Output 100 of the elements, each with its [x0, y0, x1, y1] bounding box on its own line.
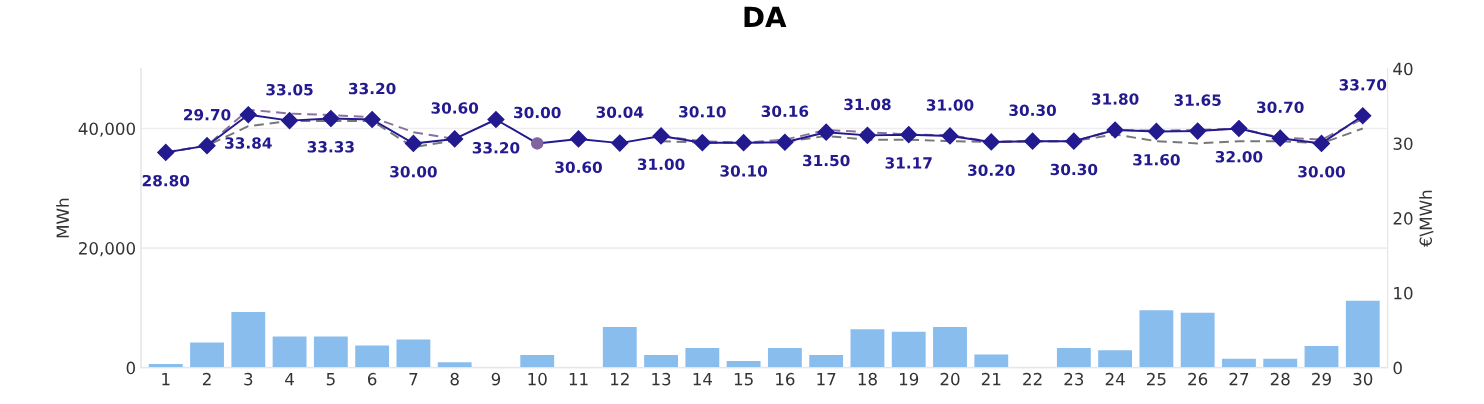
data-label: 33.05: [266, 83, 313, 96]
y-axis-title: MWh: [56, 198, 69, 238]
bar: [1098, 350, 1133, 368]
point: [1024, 132, 1042, 150]
bar: [974, 354, 1009, 368]
x-tick-label: 23: [1064, 372, 1084, 386]
bar: [190, 342, 224, 368]
data-label: 29.70: [184, 108, 231, 121]
x-tick-label: 18: [858, 372, 877, 386]
x-tick-label: 12: [611, 372, 629, 386]
data-label: 28.80: [142, 174, 190, 187]
point: [817, 123, 835, 141]
point: [1065, 132, 1083, 150]
x-tick-label: 9: [491, 372, 501, 386]
x-tick-label: 22: [1023, 372, 1042, 386]
x-tick-label: 30: [1353, 372, 1373, 386]
data-label: 30.16: [761, 105, 809, 118]
data-label: 31.60: [1133, 153, 1180, 166]
x-tick-label: 17: [817, 373, 836, 386]
data-label: 31.00: [637, 158, 685, 170]
x-tick-label: 21: [981, 372, 1001, 386]
data-label: 33.20: [348, 82, 396, 95]
point: [322, 109, 340, 128]
x-tick-label: 29: [1312, 372, 1331, 386]
point: [569, 130, 588, 148]
point: [652, 127, 670, 145]
x-tick-label: 25: [1147, 372, 1166, 386]
x-tick-label: 3: [244, 372, 253, 386]
point: [735, 134, 753, 152]
y2-axis-title: €\MWh: [1419, 190, 1434, 247]
bar: [1139, 310, 1174, 368]
bar: [1345, 300, 1380, 368]
bar: [396, 339, 431, 368]
bar: [437, 362, 472, 368]
data-label: 30.30: [1009, 104, 1056, 116]
point: [1230, 119, 1248, 138]
y-tick-label: 20,000: [79, 242, 136, 257]
point: [1147, 122, 1165, 141]
bar: [520, 355, 555, 368]
data-label: 32.00: [1215, 150, 1263, 163]
data-label: 30.70: [1257, 101, 1304, 114]
point: [446, 130, 464, 148]
point: [776, 133, 794, 151]
point: [1106, 121, 1124, 139]
x-tick-label: 19: [899, 372, 919, 386]
y2-tick-label: 0: [1393, 361, 1402, 375]
x-tick-label: 13: [652, 372, 671, 386]
x-tick-label: 26: [1188, 372, 1208, 386]
x-tick-label: 11: [569, 373, 588, 386]
data-label: 30.30: [1050, 163, 1098, 176]
x-tick-label: 6: [367, 372, 377, 386]
data-label: 30.00: [1298, 165, 1345, 178]
bar: [644, 355, 678, 368]
bar: [1056, 347, 1091, 368]
point: [941, 127, 959, 145]
data-label: 30.10: [720, 165, 768, 177]
bar: [767, 347, 802, 368]
data-label: 31.80: [1091, 93, 1139, 105]
bar: [355, 345, 390, 368]
bar: [726, 361, 761, 368]
y2-tick-label: 40: [1393, 62, 1413, 76]
y2-tick-label: 10: [1394, 286, 1413, 300]
point: [239, 106, 257, 124]
data-label: 30.04: [596, 106, 644, 118]
data-label: 31.00: [926, 99, 974, 111]
data-label: 33.20: [472, 142, 520, 154]
bar: [1304, 346, 1339, 368]
data-label: 33.70: [1339, 79, 1387, 91]
point: [1312, 134, 1331, 152]
point: [1189, 122, 1207, 140]
point: [900, 126, 918, 144]
data-label: 31.08: [844, 98, 891, 111]
bar: [231, 312, 266, 368]
point: [198, 137, 216, 155]
point: [858, 126, 877, 144]
y-tick-label: 0: [126, 361, 136, 375]
point: [693, 134, 711, 152]
data-label: 30.60: [555, 161, 602, 173]
x-tick-label: 4: [285, 373, 294, 386]
point: [487, 110, 505, 129]
bar: [850, 329, 885, 368]
x-tick-label: 14: [693, 373, 713, 386]
bar: [891, 331, 926, 368]
data-label: 31.50: [803, 154, 850, 167]
x-tick-label: 8: [450, 372, 459, 386]
point: [1354, 107, 1372, 125]
data-label: 30.10: [679, 105, 726, 118]
point: [1271, 129, 1289, 147]
bar: [933, 326, 967, 368]
point: [157, 143, 175, 161]
x-tick-label: 7: [409, 373, 418, 386]
x-tick-label: 24: [1105, 372, 1125, 386]
bar: [602, 326, 637, 368]
data-label: 30.60: [431, 102, 479, 114]
y-tick-label: 40,000: [78, 122, 136, 137]
point: [982, 133, 1000, 151]
data-label: 31.65: [1174, 94, 1221, 106]
data-label: 30.00: [514, 106, 561, 119]
x-tick-label: 1: [162, 373, 170, 386]
x-tick-label: 2: [202, 372, 211, 386]
